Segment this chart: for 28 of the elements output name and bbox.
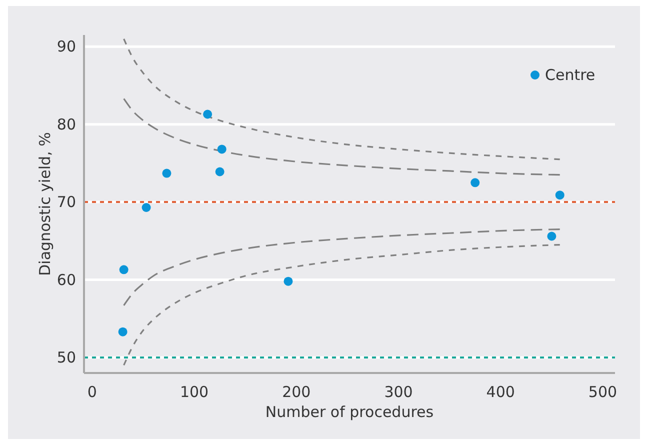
y-tick-label: 80 xyxy=(56,115,76,134)
point xyxy=(215,167,224,176)
x-axis-title: Number of procedures xyxy=(265,403,434,421)
x-tick-label: 300 xyxy=(384,383,413,401)
y-tick-label: 60 xyxy=(56,270,76,289)
point xyxy=(162,168,172,178)
line-series xyxy=(123,244,561,366)
point xyxy=(142,202,151,212)
y-tick-label: 50 xyxy=(56,348,76,366)
legend-label: Centre xyxy=(545,66,596,84)
x-tick-label: 400 xyxy=(486,383,515,401)
point xyxy=(555,190,564,200)
x-tick-label: 0 xyxy=(87,383,97,401)
x-tick-label: 500 xyxy=(588,383,618,401)
point xyxy=(118,327,128,336)
point xyxy=(217,144,226,154)
y-tick-label: 70 xyxy=(56,193,76,212)
point xyxy=(203,110,212,119)
y-tick-label: 90 xyxy=(56,38,76,56)
x-tick-label: 100 xyxy=(180,383,209,401)
point xyxy=(284,276,293,286)
line-series xyxy=(123,228,561,306)
point xyxy=(470,178,480,188)
point xyxy=(547,232,556,241)
point xyxy=(119,265,128,274)
y-axis-title: Diagnostic yield, % xyxy=(36,132,54,276)
x-tick-label: 200 xyxy=(282,383,311,401)
line-series xyxy=(123,98,561,176)
